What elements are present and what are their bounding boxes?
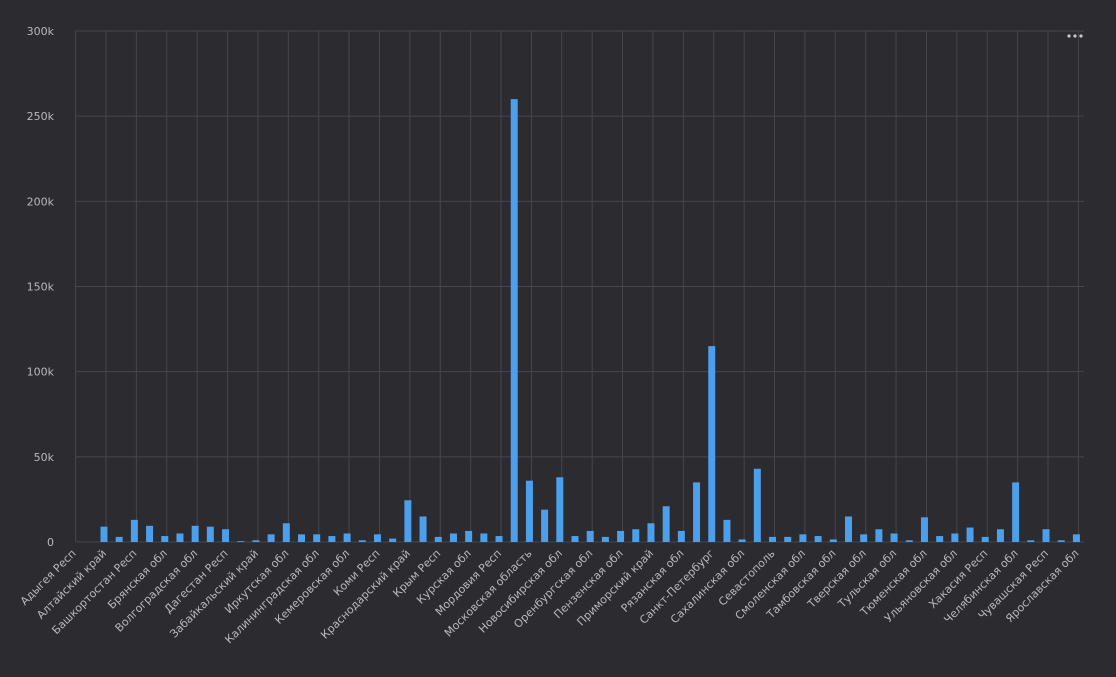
more-menu[interactable] — [1067, 34, 1083, 38]
bar — [389, 538, 397, 542]
bar — [328, 536, 336, 542]
bar — [844, 516, 852, 542]
bar — [1042, 529, 1050, 542]
bar — [860, 534, 868, 542]
bar — [115, 536, 123, 542]
y-tick-label: 50k — [34, 451, 55, 464]
bar — [799, 534, 807, 542]
bar — [176, 533, 184, 542]
y-tick-label: 200k — [27, 195, 55, 208]
bar — [100, 526, 108, 542]
y-tick-label: 150k — [27, 281, 55, 294]
bar — [282, 523, 290, 542]
bar — [161, 536, 169, 542]
bar — [632, 529, 640, 542]
bar — [130, 519, 138, 542]
bar — [647, 523, 655, 542]
bar — [677, 530, 685, 542]
bar — [1027, 540, 1035, 542]
bar — [738, 539, 746, 542]
bar — [222, 529, 230, 542]
bar — [465, 530, 473, 542]
bar — [541, 509, 549, 542]
bar — [951, 533, 959, 542]
bar — [434, 536, 442, 542]
bar — [206, 526, 214, 542]
bar — [343, 533, 351, 542]
bar — [693, 482, 701, 542]
bar — [313, 534, 321, 542]
bar — [723, 519, 731, 542]
bar — [525, 480, 533, 542]
bar — [981, 536, 989, 542]
y-tick-label: 100k — [27, 366, 55, 379]
bar — [966, 527, 974, 542]
menu-dot[interactable] — [1073, 34, 1077, 38]
bar — [556, 477, 564, 542]
menu-dot[interactable] — [1079, 34, 1083, 38]
bar — [419, 516, 427, 542]
bar — [617, 530, 625, 542]
bar — [708, 346, 716, 542]
y-tick-label: 300k — [27, 25, 55, 38]
bar — [1072, 534, 1080, 542]
bar — [1057, 540, 1065, 542]
bar — [480, 533, 488, 542]
bar — [191, 525, 199, 542]
bar — [996, 529, 1004, 542]
bar — [571, 536, 579, 542]
bar — [875, 529, 883, 542]
bar — [267, 534, 275, 542]
y-tick-label: 0 — [47, 536, 54, 549]
bar — [586, 530, 594, 542]
bar — [829, 539, 837, 542]
bar — [784, 536, 792, 542]
bar — [146, 525, 154, 542]
bar — [1012, 482, 1020, 542]
bar — [905, 540, 913, 542]
bar — [373, 534, 381, 542]
bar — [298, 534, 306, 542]
bar — [890, 533, 898, 542]
bar — [237, 541, 245, 542]
bar — [662, 506, 670, 542]
bar — [495, 536, 503, 542]
y-tick-label: 250k — [27, 110, 55, 123]
bar — [753, 468, 761, 542]
bar — [510, 99, 518, 542]
bar — [358, 540, 366, 542]
bar — [920, 517, 928, 542]
bar — [769, 536, 777, 542]
bar — [814, 536, 822, 542]
bar — [601, 536, 609, 542]
bar — [404, 500, 412, 542]
bar — [936, 536, 944, 542]
bar — [449, 533, 457, 542]
bar — [252, 540, 260, 542]
menu-dot[interactable] — [1067, 34, 1071, 38]
